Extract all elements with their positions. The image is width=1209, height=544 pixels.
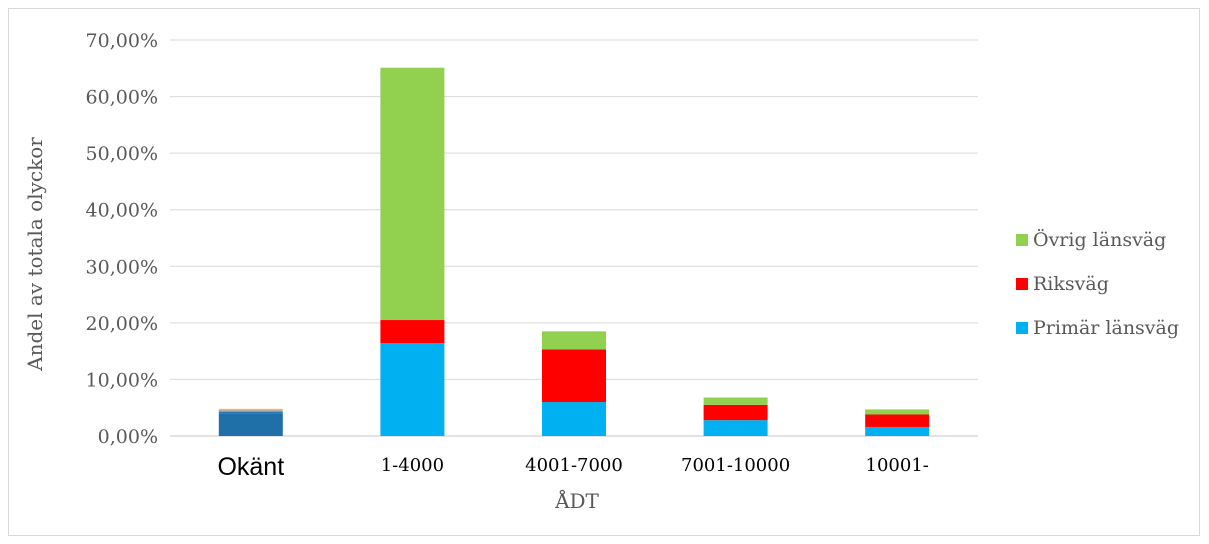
bars <box>218 67 930 436</box>
x-tick-label: Okänt <box>217 453 284 481</box>
bar-segment <box>380 320 445 344</box>
y-axis-title: Andel av totala olyckor <box>23 137 47 372</box>
x-axis-title: ÅDT <box>554 488 599 513</box>
bar-segment <box>542 349 606 403</box>
bar-segment <box>380 343 445 436</box>
legend-swatch <box>1016 278 1028 290</box>
bar-segment <box>218 410 283 412</box>
legend-label: Primär länsväg <box>1033 317 1179 339</box>
bar-segment <box>380 67 445 321</box>
legend-label: Riksväg <box>1033 273 1109 295</box>
bar-segment <box>542 331 606 350</box>
y-tick-label: 10,00% <box>86 369 158 391</box>
legend-swatch <box>1016 322 1028 334</box>
chart-frame <box>8 8 1200 536</box>
y-tick-label: 70,00% <box>86 30 158 52</box>
y-tick-label: 30,00% <box>86 256 158 278</box>
x-axis-ticks: Okänt 1-4000 4001-7000 7001-10000 10001- <box>217 453 928 481</box>
bar-segment <box>703 404 768 421</box>
bar-segment <box>218 408 283 410</box>
bar-segment <box>218 411 283 414</box>
legend: Övrig länsväg Riksväg Primär länsväg <box>1016 228 1179 339</box>
bar-segment <box>703 397 768 405</box>
y-tick-label: 40,00% <box>86 200 158 222</box>
bar-segment <box>218 413 283 436</box>
x-tick-label: 7001-10000 <box>681 455 790 476</box>
y-tick-label: 60,00% <box>86 87 158 109</box>
y-tick-label: 50,00% <box>86 143 158 165</box>
bar-segment <box>542 402 606 436</box>
legend-label: Övrig länsväg <box>1033 228 1166 251</box>
y-axis-ticks: 0,00% 10,00% 20,00% 30,00% 40,00% 50,00% 60,00… <box>86 30 158 448</box>
y-tick-label: 20,00% <box>86 313 158 335</box>
bar-segment <box>218 409 283 411</box>
legend-swatch <box>1016 234 1028 246</box>
y-tick-label: 0,00% <box>98 426 158 448</box>
x-tick-label: 10001- <box>866 455 929 476</box>
x-tick-label: 4001-7000 <box>525 455 623 476</box>
bar-segment <box>865 414 930 427</box>
bar-segment <box>865 409 930 415</box>
bar-segment <box>703 420 768 436</box>
bar-segment <box>865 426 930 436</box>
x-tick-label: 1-4000 <box>381 455 444 476</box>
